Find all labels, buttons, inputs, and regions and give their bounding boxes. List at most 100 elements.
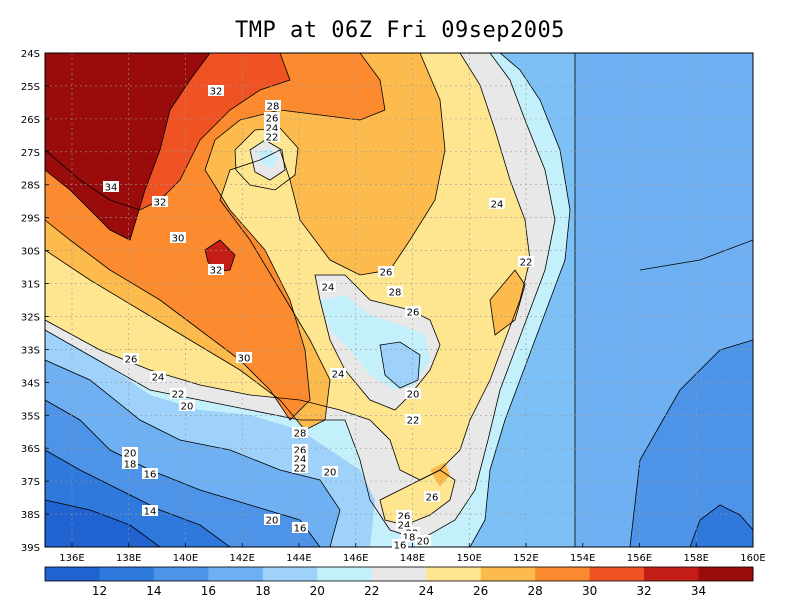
colorbar-swatch	[698, 567, 754, 581]
contour-label: 24	[398, 521, 411, 532]
lon-tick-label: 160E	[740, 553, 765, 564]
lat-tick-label: 25S	[21, 82, 40, 93]
colorbar-label: 22	[364, 584, 379, 598]
contour-label: 26	[294, 446, 307, 457]
lon-tick-label: 136E	[59, 553, 84, 564]
contour-label: 28	[294, 429, 307, 440]
contour-label-bg	[142, 468, 158, 479]
lat-tick-label: 39S	[21, 543, 40, 554]
colorbar-swatch	[99, 567, 155, 581]
colorbar-label: 26	[473, 584, 488, 598]
contour-label-bg	[396, 510, 412, 521]
lat-tick-label: 26S	[21, 115, 40, 126]
contour-label: 18	[403, 533, 416, 544]
contour-label-bg	[208, 264, 224, 275]
lat-tick-label: 31S	[21, 280, 40, 291]
contour-label-bg	[264, 514, 280, 525]
lon-tick-label: 156E	[627, 553, 652, 564]
contour-label: 16	[144, 470, 157, 481]
lon-tick-label: 140E	[173, 553, 198, 564]
colorbar-swatch	[208, 567, 264, 581]
contour-label: 20	[417, 537, 430, 548]
fill-over-34	[45, 53, 210, 240]
colorbar-label: 30	[582, 584, 597, 598]
contour-label: 22	[407, 416, 420, 427]
colorbar-swatch	[535, 567, 591, 581]
lat-tick-label: 28S	[21, 181, 40, 192]
contour-label-bg	[152, 196, 168, 207]
contour-label: 26	[398, 512, 411, 523]
contour-label-bg	[122, 447, 138, 458]
contour-label-bg	[401, 531, 417, 542]
contour-label-bg	[405, 306, 421, 317]
lon-tick-label: 150E	[457, 553, 482, 564]
colorbar-label: 34	[691, 584, 706, 598]
fill-valley-20	[380, 342, 420, 388]
contour-label-bg	[150, 371, 166, 382]
contour-label-bg	[170, 388, 186, 399]
contour-label-bg	[292, 522, 308, 533]
colorbar-frame	[44, 566, 754, 582]
contour-label-bg	[103, 181, 119, 192]
lon-tick-label: 158E	[684, 553, 709, 564]
contour-label: 20	[407, 390, 420, 401]
lat-tick-label: 29S	[21, 214, 40, 225]
contour-label: 26	[426, 493, 439, 504]
contour-label: 22	[266, 133, 279, 144]
contour-label-bg	[122, 458, 138, 469]
colorbar-swatch	[45, 567, 100, 581]
contour-label: 20	[124, 449, 137, 460]
contour-label-bg	[330, 368, 346, 379]
contour-label: 26	[380, 268, 393, 279]
contour-label-bg	[264, 131, 280, 142]
colorbar-swatch	[371, 567, 427, 581]
contour-label: 26	[407, 308, 420, 319]
lon-tick-label: 146E	[343, 553, 368, 564]
contour-label-bg	[415, 535, 431, 546]
contour-label: 24	[294, 455, 307, 466]
contour-label-bg	[387, 286, 403, 297]
colorbar-swatch	[480, 567, 536, 581]
lat-tick-label: 38S	[21, 510, 40, 521]
colorbar: 12 14 16 18 20 22 24 26 28 30 32 34	[44, 566, 754, 598]
temperature-fill-layer	[45, 53, 753, 547]
fill-east-warm-cell	[490, 270, 525, 335]
contour-label-bg	[208, 85, 224, 96]
contour-label: 30	[172, 234, 185, 245]
contour-label: 26	[125, 355, 138, 366]
latitude-axis: 24S 25S 26S 27S 28S 29S 30S 31S 32S 33S 34S 35S 36S 3…	[21, 49, 49, 554]
contour-label-bg	[179, 400, 195, 411]
lat-tick-label: 30S	[21, 247, 40, 258]
contour-label: 32	[154, 198, 167, 209]
lat-tick-label: 34S	[21, 378, 40, 389]
contour-label: 28	[389, 288, 402, 299]
contour-label: 32	[210, 87, 223, 98]
contour-label: 18	[124, 460, 137, 471]
lon-tick-label: 154E	[570, 553, 595, 564]
lat-tick-label: 24S	[21, 49, 40, 60]
colorbar-swatch	[262, 567, 318, 581]
fill-16-18-east	[640, 53, 753, 270]
contour-label-bg	[292, 453, 308, 464]
contour-label-bg	[264, 112, 280, 123]
colorbar-label: 24	[419, 584, 434, 598]
colorbar-label: 14	[146, 584, 161, 598]
contour-label-bg	[320, 281, 336, 292]
contour-label: 24	[332, 370, 345, 381]
contour-label: 22	[294, 464, 307, 475]
contour-label: 16	[394, 541, 407, 552]
contour-label-bg	[518, 256, 534, 267]
contour-label-bg	[292, 462, 308, 473]
contour-label-bg	[264, 122, 280, 133]
lon-tick-label: 142E	[230, 553, 255, 564]
colorbar-swatch	[153, 567, 209, 581]
contour-label: 24	[322, 283, 335, 294]
contour-label-bg	[265, 100, 281, 111]
contour-label-bg	[142, 505, 158, 516]
contour-label-bg	[123, 353, 139, 364]
contour-label: 32	[210, 266, 223, 277]
graticule	[45, 53, 753, 547]
contour-label: 24	[491, 200, 504, 211]
contour-label-bg	[170, 232, 186, 243]
